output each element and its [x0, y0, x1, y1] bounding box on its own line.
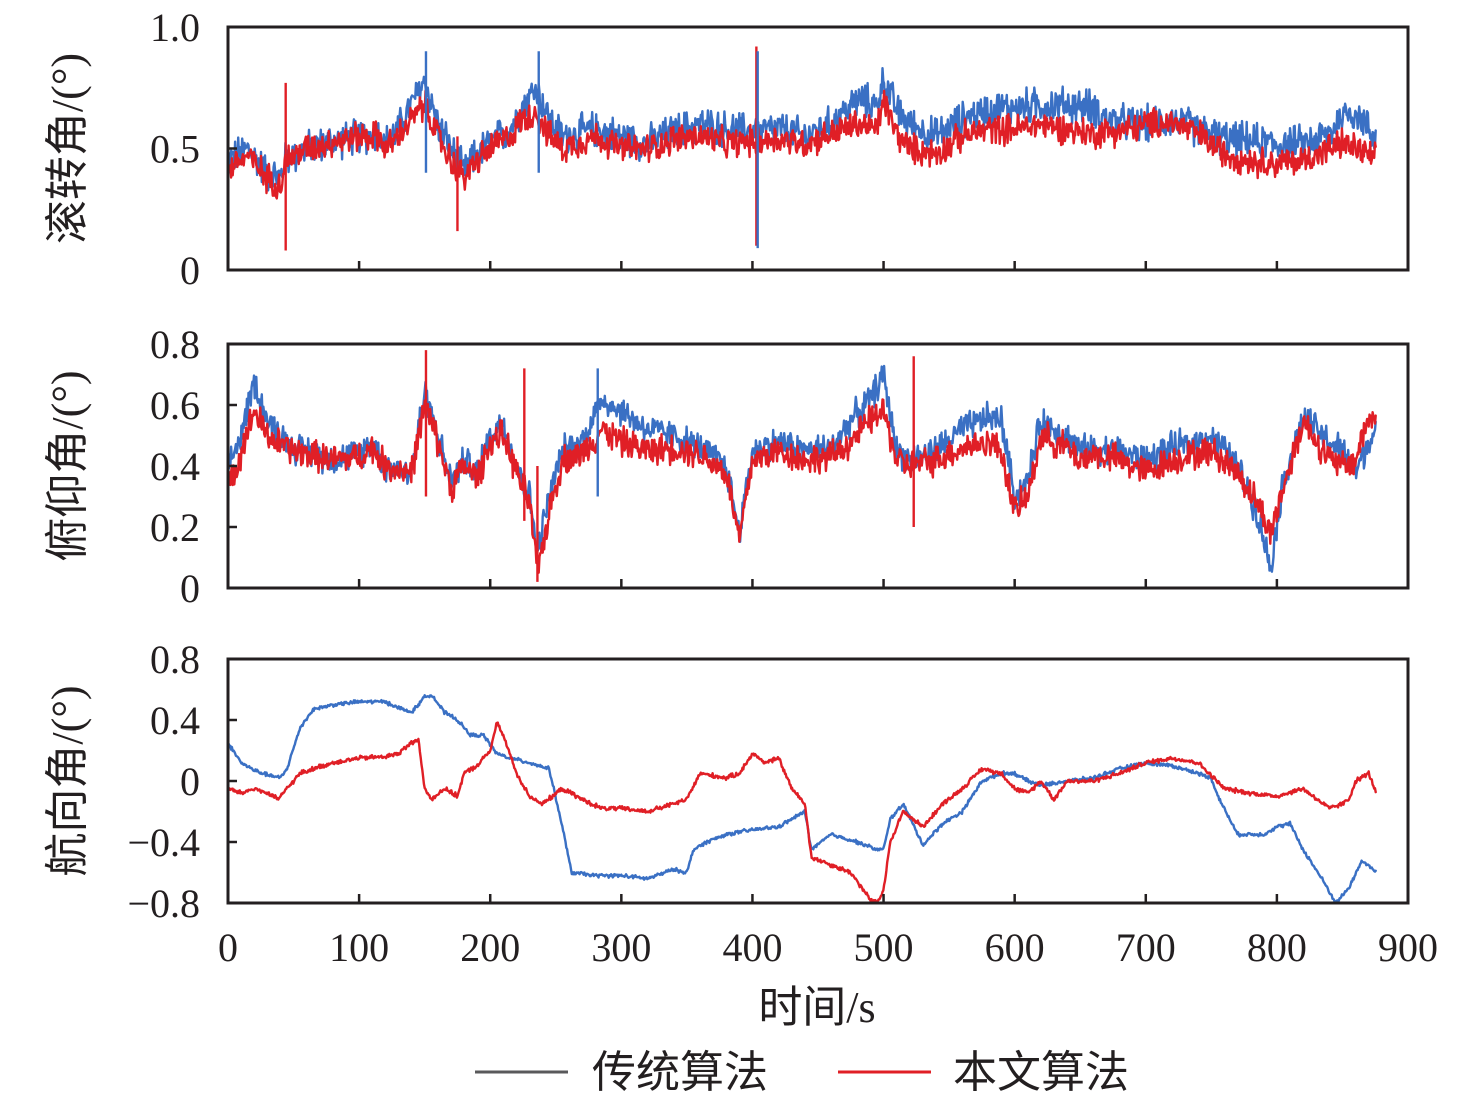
x-tick-label: 600 — [985, 925, 1045, 970]
x-tick-label: 900 — [1378, 925, 1438, 970]
x-axis-title-text: 时间/s — [758, 983, 875, 1032]
series-line-proposed — [228, 398, 1377, 574]
subplot-3: −0.8 −0.4 0 0.4 0.8 航向角/(°) 0 100 200 300 400 500 60… — [43, 637, 1438, 970]
series-group — [228, 350, 1377, 582]
series-group — [228, 46, 1377, 251]
x-tick-label: 100 — [329, 925, 389, 970]
subplots: 00.51.0滚转角/(°)00.20.40.60.8俯仰角/(°)−0.8−0… — [43, 5, 1438, 970]
x-tick-label: 200 — [460, 925, 520, 970]
legend-label-proposed: 本文算法 — [953, 1048, 1129, 1097]
y-tick-label: 0 — [180, 759, 200, 804]
y-tick-label: 0.8 — [150, 322, 200, 367]
legend: 传统算法 本文算法 — [475, 1048, 1129, 1097]
y-tick-label: 0.2 — [150, 505, 200, 550]
y-axis-title: 俯仰角/(°) — [43, 370, 92, 561]
x-tick-label: 0 — [218, 925, 238, 970]
x-tick-label: 300 — [591, 925, 651, 970]
y-tick-label: 0.6 — [150, 383, 200, 428]
series-line-proposed — [228, 721, 1377, 903]
y-axis-title: 滚转角/(°) — [43, 53, 92, 244]
series-line-traditional — [228, 694, 1377, 903]
y-axis-title: 航向角/(°) — [43, 685, 92, 876]
y-tick-label: −0.8 — [127, 881, 200, 926]
y-tick-label: 0 — [180, 566, 200, 611]
series-group — [228, 694, 1377, 903]
y-tick-label: 0.5 — [150, 127, 200, 172]
y-tick-label: 0.4 — [150, 444, 200, 489]
x-tick-label: 400 — [722, 925, 782, 970]
x-tick-label: 800 — [1247, 925, 1307, 970]
legend-label-traditional: 传统算法 — [592, 1048, 768, 1097]
y-tick-label: 0 — [180, 248, 200, 293]
series-line-proposed — [228, 89, 1377, 200]
plot-frame — [226, 657, 1410, 905]
y-tick-label: 1.0 — [150, 5, 200, 50]
subplot-2: 0 0.2 0.4 0.6 0.8 俯仰角/(°) — [43, 322, 1410, 611]
subplot-1: 0 0.5 1.0 滚转角/(°) — [43, 5, 1410, 293]
y-tick-label: 0.4 — [150, 698, 200, 743]
y-tick-label: −0.4 — [127, 820, 200, 865]
x-tick-label: 700 — [1116, 925, 1176, 970]
x-axis-title: 时间/s — [758, 983, 875, 1032]
y-tick-label: 0.8 — [150, 637, 200, 682]
x-tick-label: 500 — [854, 925, 914, 970]
